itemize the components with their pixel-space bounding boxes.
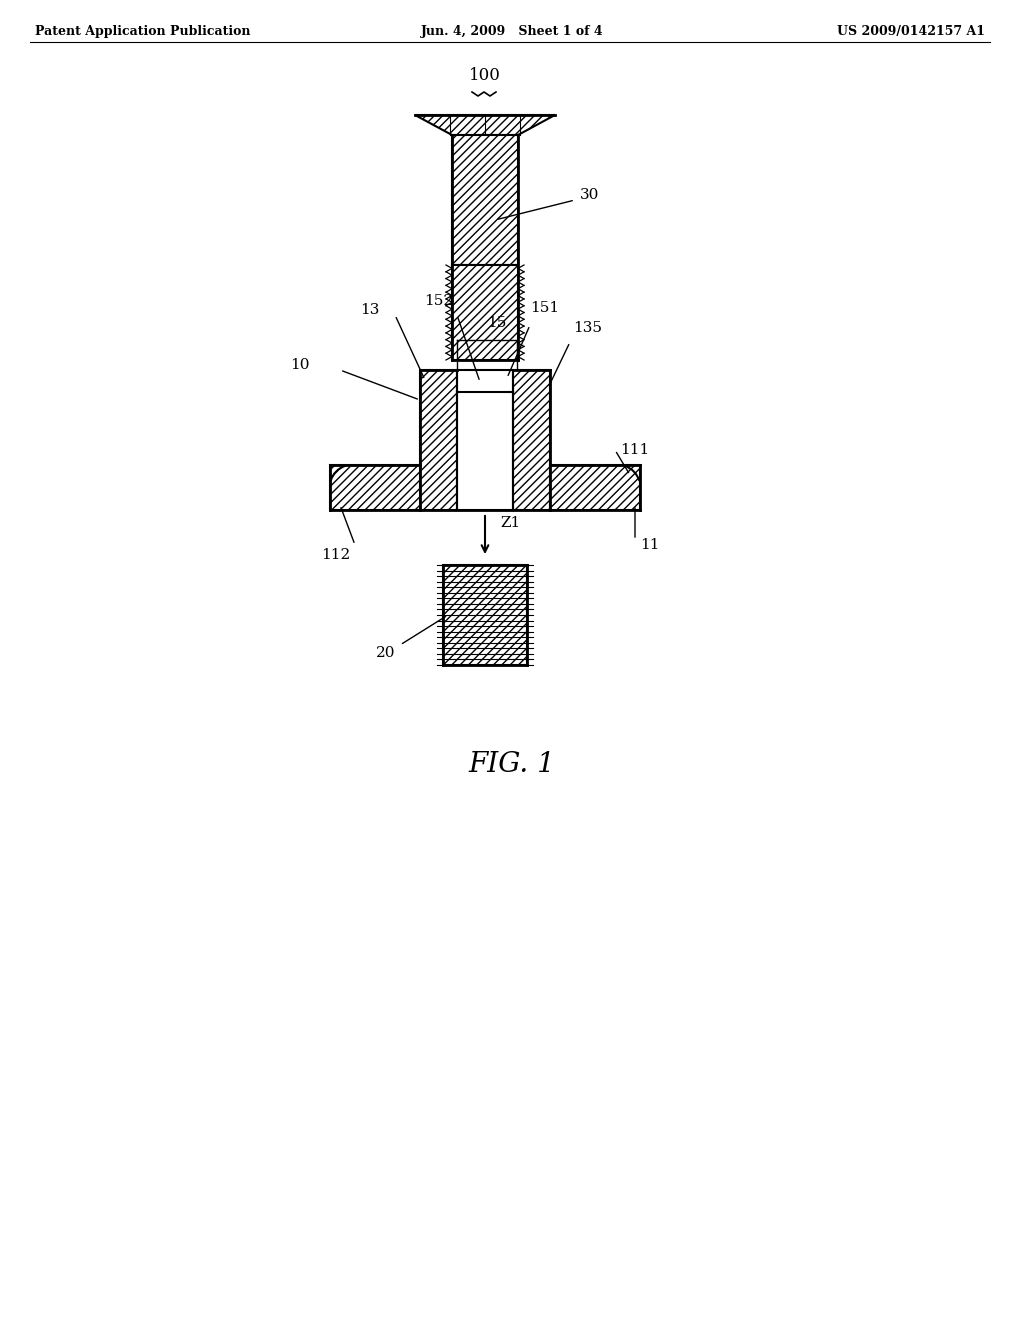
Text: US 2009/0142157 A1: US 2009/0142157 A1 (837, 25, 985, 38)
Text: Z1: Z1 (500, 516, 520, 531)
Text: Patent Application Publication: Patent Application Publication (35, 25, 251, 38)
Text: 112: 112 (321, 548, 350, 562)
Bar (452, 135, 518, 265)
Polygon shape (420, 370, 457, 510)
Text: 135: 135 (573, 321, 602, 335)
Polygon shape (513, 370, 550, 510)
Text: 30: 30 (580, 187, 599, 202)
Text: 100: 100 (469, 66, 501, 83)
Text: 152: 152 (424, 294, 453, 308)
Polygon shape (415, 115, 555, 135)
Polygon shape (550, 465, 640, 510)
Text: 15: 15 (487, 315, 507, 330)
Bar (452, 265, 518, 360)
Bar (443, 565, 527, 665)
Text: Jun. 4, 2009   Sheet 1 of 4: Jun. 4, 2009 Sheet 1 of 4 (421, 25, 603, 38)
Text: 10: 10 (291, 358, 310, 372)
Text: 111: 111 (620, 444, 649, 457)
Text: 13: 13 (360, 304, 380, 317)
Text: 20: 20 (376, 645, 395, 660)
Text: FIG. 1: FIG. 1 (469, 751, 555, 779)
Text: 11: 11 (640, 539, 659, 552)
Text: 151: 151 (530, 301, 559, 315)
Polygon shape (330, 465, 420, 510)
